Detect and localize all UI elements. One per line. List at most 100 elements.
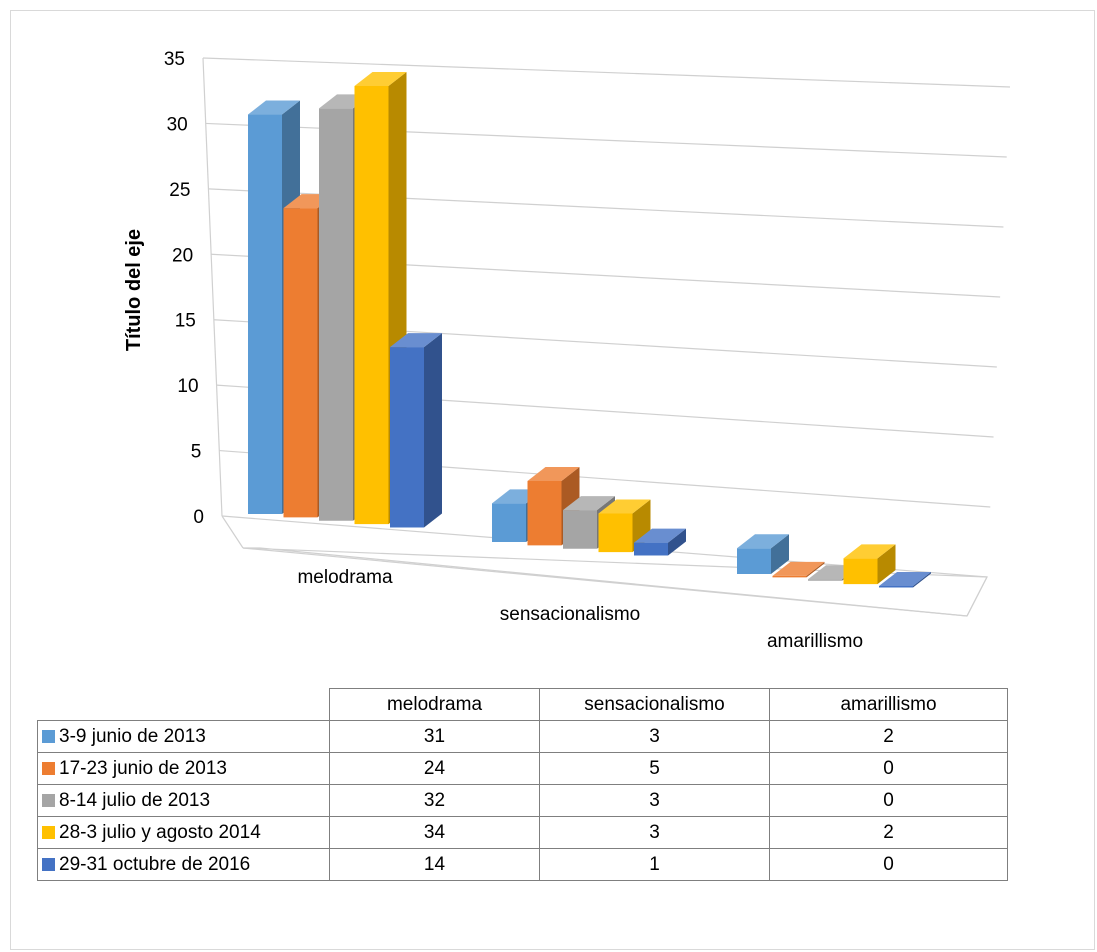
table-row: 3-9 junio de 2013 31 3 2: [37, 720, 1008, 753]
data-table: melodrama sensacionalismo amarillismo 3-9 j…: [37, 688, 1008, 881]
legend-swatch: [42, 857, 55, 871]
value-cell: 34: [329, 816, 540, 849]
bar-front: [248, 114, 282, 515]
legend-swatch: [42, 793, 55, 807]
bar-top: [563, 496, 615, 511]
bar-side: [668, 528, 686, 556]
table-header-cell: amarillismo: [769, 688, 1008, 721]
value-cell: 3: [539, 784, 770, 817]
y-tick-label: 10: [177, 376, 198, 397]
bar-front: [843, 558, 878, 585]
bar-side: [771, 534, 789, 574]
gridline: [202, 57, 1011, 88]
bar-top: [248, 100, 300, 115]
y-axis-title: Título del eje: [123, 229, 145, 351]
category-label: melodrama: [297, 567, 392, 588]
bar-top: [354, 72, 407, 87]
bar: [737, 534, 789, 574]
bar-top: [737, 534, 789, 549]
bar: [390, 333, 442, 528]
y-axis-ticks: 0 5 10 15 20 25 30 35: [164, 49, 204, 528]
table-header-cell: sensacionalismo: [539, 688, 770, 721]
y-tick-label: 35: [164, 49, 185, 70]
bar: [879, 571, 931, 588]
value-cell: 5: [539, 752, 770, 785]
bars-layer: [248, 72, 931, 588]
bar: [634, 528, 686, 556]
bar-side: [877, 544, 896, 585]
series-name-cell: 17-23 junio de 2013: [37, 752, 330, 785]
bar-front: [527, 480, 562, 546]
bar-front: [634, 542, 668, 556]
bar-front: [598, 513, 633, 553]
value-cell: 24: [329, 752, 540, 785]
category-labels: melodrama sensacionalismo amarillismo: [297, 567, 863, 652]
bar-top: [527, 466, 580, 481]
y-tick-label: 20: [172, 245, 193, 266]
bar-side: [913, 571, 931, 588]
category-label: amarillismo: [767, 631, 863, 652]
legend-swatch: [42, 761, 55, 775]
bar: [772, 561, 825, 578]
wall-left-edge: [202, 57, 223, 517]
value-cell: 14: [329, 848, 540, 881]
bar-side: [424, 333, 442, 528]
bar: [598, 499, 651, 553]
bar-front: [492, 503, 526, 542]
legend-swatch: [42, 729, 55, 743]
bar: [843, 544, 896, 585]
series-name: 8-14 julio de 2013: [59, 789, 211, 811]
bar-top: [772, 561, 825, 576]
series-name-cell: 8-14 julio de 2013: [37, 784, 330, 817]
legend-swatch: [42, 825, 55, 839]
y-tick-label: 30: [167, 114, 188, 135]
value-cell: 31: [329, 720, 540, 753]
bar-front: [283, 208, 318, 518]
bar-front: [354, 86, 389, 525]
series-name-cell: 3-9 junio de 2013: [37, 720, 330, 753]
bar-top: [879, 571, 931, 586]
bar-top: [598, 499, 651, 514]
floor-front-edge: [242, 547, 968, 617]
category-label: sensacionalismo: [500, 604, 640, 625]
floor-right-edge: [966, 576, 988, 617]
value-cell: 32: [329, 784, 540, 817]
y-tick-label: 5: [191, 442, 202, 463]
bar-top: [390, 333, 442, 348]
y-tick-label: 15: [175, 311, 196, 332]
value-cell: 0: [769, 752, 1008, 785]
table-row: 28-3 julio y agosto 2014 34 3 2: [37, 816, 1008, 849]
chart-3d-bar: 0 5 10 15 20 25 30 35 melodrama sensacionalismo a…: [123, 49, 1011, 652]
bar-front: [772, 575, 807, 578]
floor-left-edge: [221, 515, 244, 549]
table-corner-cell: [37, 688, 330, 721]
bar-top: [634, 528, 686, 543]
table-row: 29-31 octubre de 2016 14 1 0: [37, 848, 1008, 881]
series-name: 28-3 julio y agosto 2014: [59, 821, 261, 843]
series-name: 3-9 junio de 2013: [59, 725, 206, 747]
series-name-cell: 28-3 julio y agosto 2014: [37, 816, 330, 849]
y-tick-label: 25: [169, 180, 190, 201]
value-cell: 3: [539, 720, 770, 753]
series-name: 29-31 octubre de 2016: [59, 853, 251, 875]
bar-front: [563, 510, 597, 549]
y-tick-label: 0: [193, 507, 204, 528]
table-header-row: melodrama sensacionalismo amarillismo: [37, 688, 1008, 721]
table-header-cell: melodrama: [329, 688, 540, 721]
bar-front: [390, 347, 424, 528]
bar-front: [879, 585, 913, 588]
series-name-cell: 29-31 octubre de 2016: [37, 848, 330, 881]
value-cell: 0: [769, 784, 1008, 817]
table-row: 8-14 julio de 2013 32 3 0: [37, 784, 1008, 817]
table-row: 17-23 junio de 2013 24 5 0: [37, 752, 1008, 785]
value-cell: 2: [769, 816, 1008, 849]
series-name: 17-23 junio de 2013: [59, 757, 227, 779]
value-cell: 2: [769, 720, 1008, 753]
value-cell: 1: [539, 848, 770, 881]
bar-front: [319, 108, 353, 521]
bar-side: [806, 561, 825, 578]
bar-front: [808, 579, 842, 581]
value-cell: 3: [539, 816, 770, 849]
value-cell: 0: [769, 848, 1008, 881]
bar-front: [737, 548, 771, 574]
